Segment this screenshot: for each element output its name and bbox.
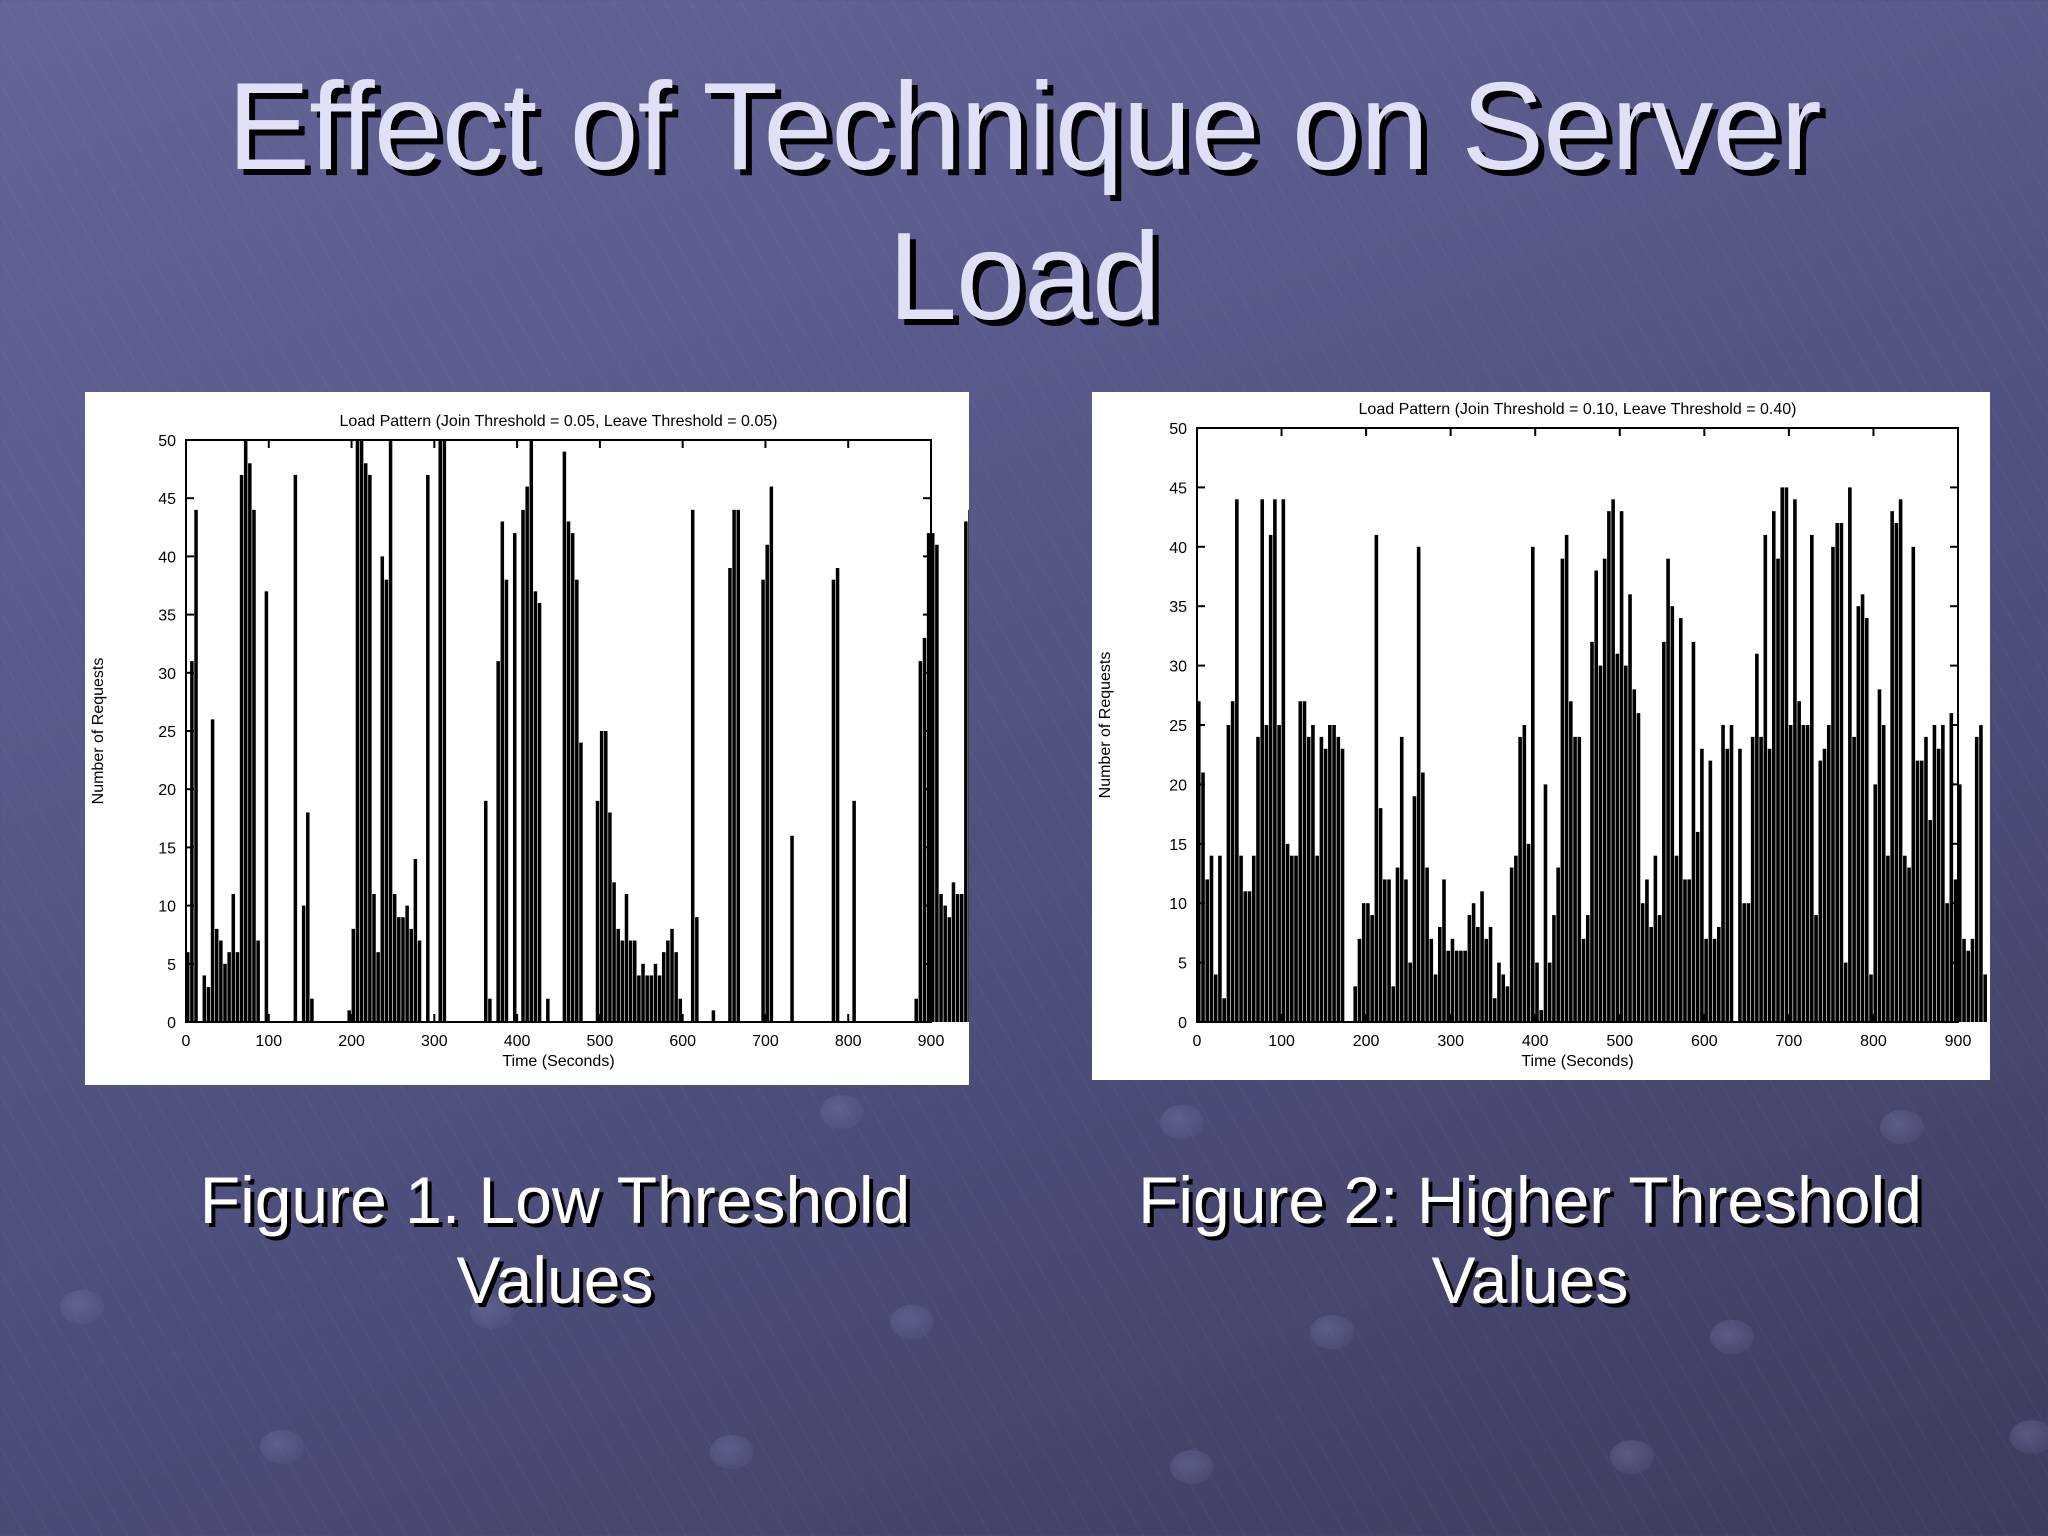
figure-1-caption-line1: Figure 1. Low Threshold xyxy=(199,1163,911,1237)
x-tick-label: 900 xyxy=(1945,1033,1972,1050)
y-tick-label: 15 xyxy=(158,840,176,857)
bar-series xyxy=(186,440,969,1023)
x-tick-label: 400 xyxy=(504,1033,531,1050)
y-tick-label: 10 xyxy=(1169,896,1187,913)
y-tick-label: 40 xyxy=(158,549,176,566)
figure-2-caption: Figure 2: Higher Threshold Values xyxy=(1060,1160,2000,1320)
y-tick-label: 5 xyxy=(1178,956,1187,973)
x-tick-label: 0 xyxy=(1193,1033,1202,1050)
x-axis-label: Time (Seconds) xyxy=(502,1053,614,1070)
load-pattern-chart-low-threshold: Load Pattern (Join Threshold = 0.05, Lea… xyxy=(90,413,969,1070)
y-tick-label: 20 xyxy=(158,782,176,799)
x-tick-label: 500 xyxy=(1606,1033,1633,1050)
y-tick-label: 50 xyxy=(158,433,176,450)
y-tick-label: 25 xyxy=(1169,718,1187,735)
y-tick-label: 20 xyxy=(1169,777,1187,794)
x-tick-label: 100 xyxy=(255,1033,282,1050)
x-tick-label: 700 xyxy=(1776,1033,1803,1050)
figure-1-caption: Figure 1. Low Threshold Values xyxy=(85,1160,1025,1320)
slide-title-line1: Effect of Technique on Server xyxy=(227,58,1821,196)
y-tick-label: 30 xyxy=(158,666,176,683)
figure-1-caption-line2: Values xyxy=(456,1243,654,1317)
x-tick-label: 600 xyxy=(669,1033,696,1050)
figure-2-caption-line1: Figure 2: Higher Threshold xyxy=(1138,1163,1922,1237)
x-axis-label: Time (Seconds) xyxy=(1521,1053,1633,1070)
x-tick-label: 800 xyxy=(835,1033,862,1050)
figure-1-chart: Load Pattern (Join Threshold = 0.05, Lea… xyxy=(85,392,969,1085)
slide-title-line2: Load xyxy=(888,208,1161,346)
x-tick-label: 600 xyxy=(1691,1033,1718,1050)
chart-title: Load Pattern (Join Threshold = 0.05, Lea… xyxy=(340,413,778,430)
y-tick-label: 35 xyxy=(158,608,176,625)
figure-2-caption-line2: Values xyxy=(1431,1243,1629,1317)
bar-series xyxy=(1197,487,1987,1022)
y-tick-label: 40 xyxy=(1169,540,1187,557)
y-axis-label: Number of Requests xyxy=(90,658,107,805)
y-tick-label: 15 xyxy=(1169,837,1187,854)
x-tick-label: 200 xyxy=(338,1033,365,1050)
y-tick-label: 0 xyxy=(1178,1015,1187,1032)
y-tick-label: 0 xyxy=(167,1015,176,1032)
x-tick-label: 700 xyxy=(752,1033,779,1050)
x-tick-label: 500 xyxy=(587,1033,614,1050)
y-tick-label: 30 xyxy=(1169,659,1187,676)
x-tick-label: 300 xyxy=(421,1033,448,1050)
y-axis-label: Number of Requests xyxy=(1097,652,1114,799)
y-tick-label: 50 xyxy=(1169,421,1187,438)
chart-title: Load Pattern (Join Threshold = 0.10, Lea… xyxy=(1359,401,1797,418)
x-tick-label: 900 xyxy=(918,1033,945,1050)
load-pattern-chart-high-threshold: Load Pattern (Join Threshold = 0.10, Lea… xyxy=(1097,401,1987,1070)
x-tick-label: 800 xyxy=(1860,1033,1887,1050)
x-tick-label: 400 xyxy=(1522,1033,1549,1050)
x-tick-label: 200 xyxy=(1353,1033,1380,1050)
y-tick-label: 35 xyxy=(1169,599,1187,616)
x-tick-label: 0 xyxy=(182,1033,191,1050)
y-tick-label: 45 xyxy=(1169,480,1187,497)
y-tick-label: 25 xyxy=(158,724,176,741)
y-tick-label: 5 xyxy=(167,957,176,974)
plot-frame xyxy=(185,439,932,1023)
x-tick-label: 300 xyxy=(1437,1033,1464,1050)
x-tick-label: 100 xyxy=(1268,1033,1295,1050)
y-tick-label: 10 xyxy=(158,899,176,916)
figure-2-chart: Load Pattern (Join Threshold = 0.10, Lea… xyxy=(1092,392,1990,1080)
y-tick-label: 45 xyxy=(158,491,176,508)
slide-title: Effect of Technique on Server Load xyxy=(0,52,2048,352)
